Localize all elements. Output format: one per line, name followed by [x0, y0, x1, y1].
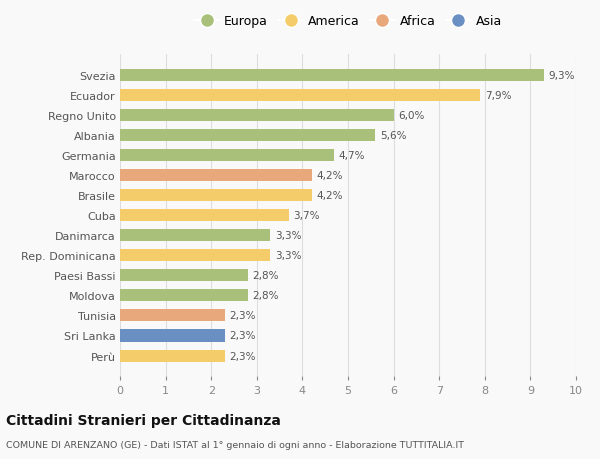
Bar	[120, 210, 289, 222]
Bar	[120, 250, 271, 262]
Bar	[120, 110, 394, 122]
Bar	[120, 150, 334, 162]
Bar	[120, 190, 311, 202]
Text: 6,0%: 6,0%	[398, 111, 425, 121]
Text: 3,7%: 3,7%	[293, 211, 320, 221]
Text: 9,3%: 9,3%	[548, 71, 575, 81]
Bar	[120, 310, 225, 322]
Bar	[120, 350, 225, 362]
Text: 3,3%: 3,3%	[275, 251, 302, 261]
Text: 2,3%: 2,3%	[229, 351, 256, 361]
Text: 2,3%: 2,3%	[229, 331, 256, 341]
Bar	[120, 230, 271, 242]
Bar	[120, 290, 248, 302]
Bar	[120, 270, 248, 282]
Text: 4,2%: 4,2%	[316, 171, 343, 181]
Bar	[120, 130, 376, 142]
Text: 5,6%: 5,6%	[380, 131, 406, 141]
Text: COMUNE DI ARENZANO (GE) - Dati ISTAT al 1° gennaio di ogni anno - Elaborazione T: COMUNE DI ARENZANO (GE) - Dati ISTAT al …	[6, 441, 464, 449]
Bar	[120, 70, 544, 82]
Text: Cittadini Stranieri per Cittadinanza: Cittadini Stranieri per Cittadinanza	[6, 414, 281, 428]
Text: 3,3%: 3,3%	[275, 231, 302, 241]
Text: 4,7%: 4,7%	[339, 151, 365, 161]
Text: 7,9%: 7,9%	[485, 91, 511, 101]
Text: 4,2%: 4,2%	[316, 191, 343, 201]
Bar	[120, 90, 480, 102]
Legend: Europa, America, Africa, Asia: Europa, America, Africa, Asia	[189, 10, 507, 33]
Text: 2,8%: 2,8%	[252, 271, 279, 281]
Bar	[120, 170, 311, 182]
Text: 2,3%: 2,3%	[229, 311, 256, 321]
Text: 2,8%: 2,8%	[252, 291, 279, 301]
Bar	[120, 330, 225, 342]
